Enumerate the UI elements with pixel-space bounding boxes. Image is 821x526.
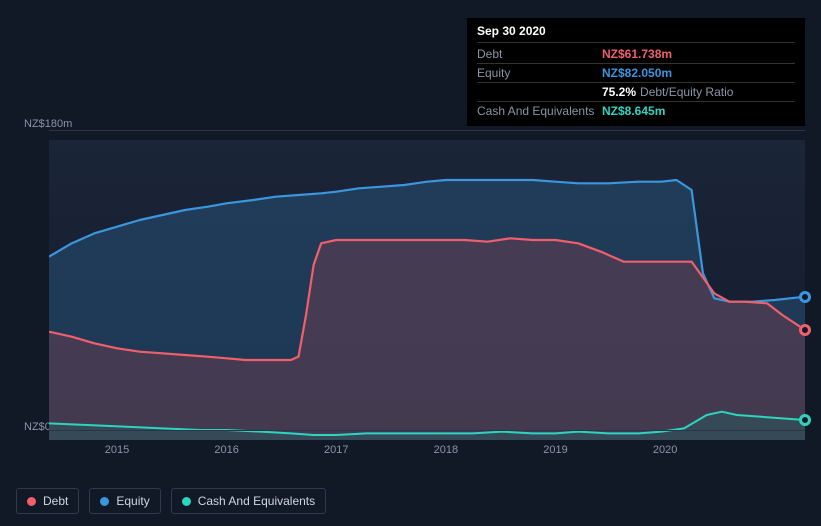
gridline-bottom: [49, 430, 805, 431]
tooltip-row-value: 75.2%: [602, 85, 636, 99]
gridline-top: [49, 130, 805, 131]
tooltip-row-value: NZ$8.645m: [602, 104, 665, 118]
plot-area[interactable]: [49, 140, 805, 440]
legend-item[interactable]: Debt: [16, 488, 79, 514]
legend-label: Equity: [116, 494, 149, 508]
tooltip-row-label: Cash And Equivalents: [477, 104, 602, 118]
tooltip-row-sublabel: Debt/Equity Ratio: [640, 85, 733, 99]
legend-label: Debt: [43, 494, 68, 508]
x-axis-ticks: 2015 2016 2017 2018 2019 2020: [49, 444, 805, 460]
tooltip-row: 75.2% Debt/Equity Ratio: [477, 83, 795, 102]
tooltip-row-label: Debt: [477, 47, 602, 61]
chart-area: NZ$180m NZ$0 2015 2016 2017 2018 2019 2020: [16, 118, 805, 472]
series-endpoint-dot: [799, 291, 811, 303]
legend-swatch: [100, 497, 109, 506]
x-tick-label: 2017: [324, 444, 348, 456]
tooltip-panel: Sep 30 2020 DebtNZ$61.738mEquityNZ$82.05…: [467, 18, 805, 126]
x-tick-label: 2020: [653, 444, 677, 456]
x-tick-label: 2018: [434, 444, 458, 456]
tooltip-date: Sep 30 2020: [477, 24, 795, 43]
y-axis-label-top: NZ$180m: [24, 118, 72, 130]
legend-item[interactable]: Equity: [89, 488, 160, 514]
legend-label: Cash And Equivalents: [198, 494, 315, 508]
series-endpoint-dot: [799, 324, 811, 336]
tooltip-row-value: NZ$82.050m: [602, 66, 672, 80]
tooltip-row-label: Equity: [477, 66, 602, 80]
tooltip-row-value: NZ$61.738m: [602, 47, 672, 61]
tooltip-row: DebtNZ$61.738m: [477, 45, 795, 64]
legend: Debt Equity Cash And Equivalents: [16, 488, 326, 514]
x-tick-label: 2016: [214, 444, 238, 456]
y-axis-label-bottom: NZ$0: [24, 421, 51, 433]
x-tick-label: 2019: [543, 444, 567, 456]
legend-swatch: [182, 497, 191, 506]
legend-item[interactable]: Cash And Equivalents: [171, 488, 326, 514]
series-endpoint-dot: [799, 414, 811, 426]
tooltip-row: EquityNZ$82.050m: [477, 64, 795, 83]
legend-swatch: [27, 497, 36, 506]
x-tick-label: 2015: [105, 444, 129, 456]
